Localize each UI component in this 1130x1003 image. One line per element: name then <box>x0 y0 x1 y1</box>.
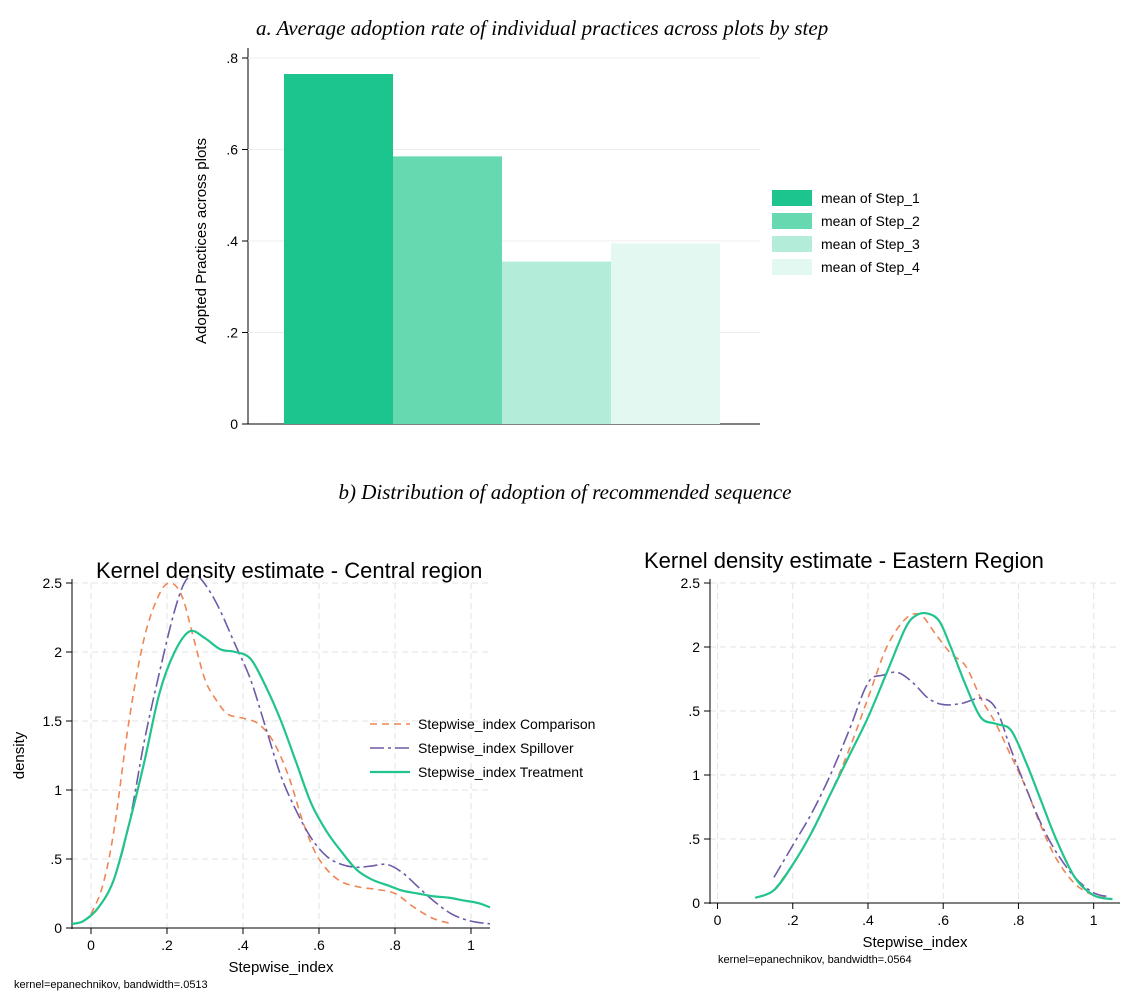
legend-label: mean of Step_1 <box>821 190 920 206</box>
x-tick-label: 1 <box>467 937 475 953</box>
x-axis-label: Stepwise_index <box>228 959 334 976</box>
legend-label: mean of Step_2 <box>821 213 920 229</box>
y-axis-label: density <box>11 731 28 779</box>
y-tick-label: 2 <box>54 644 62 660</box>
bar-step-1 <box>284 74 393 424</box>
kde-eastern-chart: 0 .2 .4 .6 .8 1 0 .5 1 .5 2 2.5 Kernel density estim… <box>644 548 1120 966</box>
legend-swatch <box>772 213 812 229</box>
y-tick-label: 2.5 <box>43 575 63 591</box>
legend-label: mean of Step_3 <box>821 236 920 252</box>
chart-title: Kernel density estimate - Central region <box>96 558 482 583</box>
series-line-3 <box>71 629 491 925</box>
x-axis-label: Stepwise_index <box>862 934 968 951</box>
bar-chart: 0 .2 .4 .6 .8 Adopted Practices across plots m… <box>193 48 920 432</box>
y-tick-label: .5 <box>688 703 700 719</box>
kernel-note: kernel=epanechnikov, bandwidth=.0564 <box>718 954 912 966</box>
x-tick-label: .2 <box>161 937 173 953</box>
y-tick-label: 0 <box>230 416 238 432</box>
legend-swatch <box>772 259 812 275</box>
x-tick-label: 1 <box>1090 912 1098 928</box>
x-tick-label: .6 <box>313 937 325 953</box>
y-tick-label: 1 <box>692 767 700 783</box>
y-tick-label: .4 <box>226 233 238 249</box>
bar-step-2 <box>393 156 502 425</box>
y-axis-label: Adopted Practices across plots <box>193 138 210 344</box>
series-line-2 <box>773 671 1109 898</box>
series-line-1 <box>90 582 453 925</box>
chart-title: Kernel density estimate - Eastern Region <box>644 548 1044 573</box>
bar-step-4 <box>611 243 720 424</box>
kernel-note: kernel=epanechnikov, bandwidth=.0513 <box>14 979 208 991</box>
legend-swatch <box>772 190 812 206</box>
y-tick-label: 2.5 <box>681 575 701 591</box>
legend-swatch <box>772 236 812 252</box>
legend-label: mean of Step_4 <box>821 259 920 275</box>
y-tick-label: .2 <box>226 325 238 341</box>
bar-step-3 <box>502 261 611 424</box>
series-line-2 <box>82 574 491 925</box>
series-line-1 <box>773 612 1109 899</box>
y-tick-label: 2 <box>692 639 700 655</box>
y-tick-label: 0 <box>54 920 62 936</box>
legend-label: Stepwise_index Spillover <box>418 740 574 756</box>
x-tick-label: 0 <box>714 912 722 928</box>
x-tick-label: .4 <box>862 912 874 928</box>
y-tick-label: .8 <box>226 50 238 66</box>
y-tick-label: .5 <box>688 831 700 847</box>
x-tick-label: .8 <box>389 937 401 953</box>
panel-a-title: a. Average adoption rate of individual p… <box>256 16 829 40</box>
x-tick-label: 0 <box>87 937 95 953</box>
x-tick-label: .8 <box>1013 912 1025 928</box>
x-tick-label: .4 <box>237 937 249 953</box>
x-tick-label: .6 <box>937 912 949 928</box>
kde-central-chart: 0 .2 .4 .6 .8 1 0 .5 1 1.5 2 2.5 Kernel density esti… <box>11 558 595 991</box>
series-line-3 <box>754 611 1113 901</box>
legend-label: Stepwise_index Treatment <box>418 764 583 780</box>
y-tick-label: .5 <box>50 851 62 867</box>
x-tick-label: .2 <box>787 912 799 928</box>
panel-b-title: b) Distribution of adoption of recommend… <box>338 480 792 504</box>
y-tick-label: .6 <box>226 142 238 158</box>
y-tick-label: 1 <box>54 782 62 798</box>
y-tick-label: 1.5 <box>43 713 63 729</box>
y-tick-label: 0 <box>692 895 700 911</box>
legend-label: Stepwise_index Comparison <box>418 716 595 732</box>
